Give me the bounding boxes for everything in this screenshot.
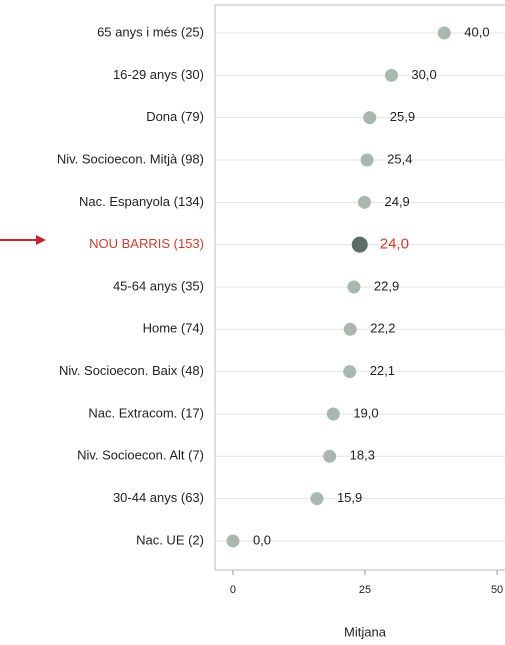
- value-label: 25,4: [387, 151, 412, 166]
- dot: [310, 492, 324, 506]
- dot: [360, 153, 374, 167]
- dot: [357, 195, 371, 209]
- y-tick-label: 16-29 anys (30): [113, 67, 204, 82]
- value-label: 22,2: [370, 321, 395, 336]
- y-tick-label: 30-44 anys (63): [113, 490, 204, 505]
- y-tick-label: Nac. Extracom. (17): [88, 405, 204, 420]
- dot: [363, 111, 377, 125]
- dot: [323, 449, 337, 463]
- x-tick-label: 0: [230, 584, 236, 596]
- y-tick-label: 65 anys i més (25): [97, 24, 204, 39]
- value-label: 25,9: [390, 109, 415, 124]
- dot: [343, 365, 357, 379]
- x-tick-label: 50: [491, 584, 503, 596]
- value-label: 30,0: [411, 67, 436, 82]
- y-tick-label: Home (74): [143, 321, 204, 336]
- y-tick-label: Niv. Socioecon. Baix (48): [59, 363, 204, 378]
- y-tick-label: NOU BARRIS (153): [89, 236, 204, 251]
- y-tick-label: Niv. Socioecon. Mitjà (98): [57, 151, 204, 166]
- value-label: 22,1: [370, 363, 395, 378]
- value-label: 24,0: [380, 236, 409, 253]
- x-tick-label: 25: [359, 584, 371, 596]
- value-label: 15,9: [337, 490, 362, 505]
- value-label: 0,0: [253, 532, 271, 547]
- dot: [226, 534, 240, 548]
- dot: [343, 322, 357, 336]
- value-label: 40,0: [464, 24, 489, 39]
- value-label: 19,0: [353, 405, 378, 420]
- dot: [351, 236, 368, 253]
- value-label: 22,9: [374, 278, 399, 293]
- y-tick-label: Dona (79): [146, 109, 204, 124]
- y-tick-label: 45-64 anys (35): [113, 278, 204, 293]
- value-label: 24,9: [384, 194, 409, 209]
- dot: [384, 68, 398, 82]
- dot: [326, 407, 340, 421]
- y-tick-label: Nac. Espanyola (134): [79, 194, 204, 209]
- highlight-arrow: [0, 235, 46, 245]
- x-axis-label: Mitjana: [344, 624, 387, 639]
- y-tick-label: Niv. Socioecon. Alt (7): [77, 448, 204, 463]
- dot: [437, 26, 451, 40]
- dot: [347, 280, 361, 294]
- value-label: 18,3: [350, 448, 375, 463]
- y-tick-label: Nac. UE (2): [136, 532, 204, 547]
